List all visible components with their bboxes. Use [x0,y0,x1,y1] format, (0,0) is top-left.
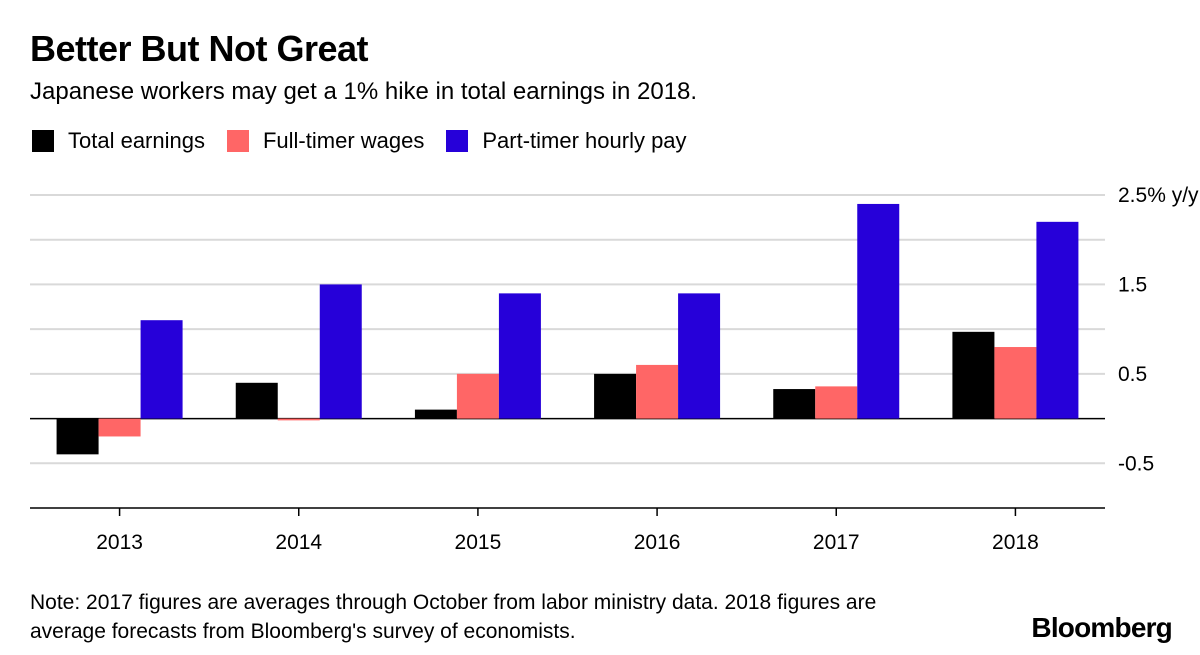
legend-label-total-earnings: Total earnings [68,128,205,153]
bar-full-timer-wages-2018 [994,347,1037,419]
bar-part-timer-hourly-pay-2017 [857,203,900,419]
y-tick-label: 1.5 [1118,273,1147,296]
bar-full-timer-wages-2013 [98,418,141,437]
footnote-line-1: Note: 2017 figures are averages through … [30,591,877,614]
legend-swatch-full-timer-wages [226,130,249,152]
x-tick-label: 2016 [634,531,681,554]
legend-item-full-timer-wages: Full-timer wages [226,128,425,154]
legend-label-full-timer-wages: Full-timer wages [262,128,425,153]
legend-item-total-earnings: Total earnings [32,128,205,154]
bar-total-earnings-2013 [56,418,99,455]
bar-full-timer-wages-2014 [277,418,320,421]
legend-label-part-timer-hourly-pay: Part-timer hourly pay [482,128,687,153]
bar-part-timer-hourly-pay-2016 [678,293,721,419]
chart-title: Better But Not Great [30,28,369,69]
footnote: Note: 2017 figures are averages through … [30,588,1010,646]
bloomberg-logo: Bloomberg [1031,612,1172,643]
bar-total-earnings-2017 [773,389,816,419]
legend-item-part-timer-hourly-pay: Part-timer hourly pay [446,128,687,154]
bar-total-earnings-2015 [414,409,457,419]
legend: Total earnings Full-timer wages Part-tim… [32,128,709,154]
x-tick-label: 2018 [992,531,1039,554]
x-tick-label: 2013 [96,531,143,554]
bar-full-timer-wages-2015 [456,373,499,419]
legend-swatch-part-timer-hourly-pay [446,130,469,152]
bar-total-earnings-2016 [594,373,637,419]
bar-full-timer-wages-2016 [636,364,679,419]
x-tick-label: 2015 [455,531,502,554]
bar-total-earnings-2014 [235,382,278,419]
bar-total-earnings-2018 [952,331,995,419]
bar-part-timer-hourly-pay-2018 [1036,221,1079,419]
y-tick-label: -0.5 [1118,452,1154,475]
footnote-line-2: average forecasts from Bloomberg's surve… [30,620,576,643]
bar-part-timer-hourly-pay-2013 [140,320,183,419]
bar-part-timer-hourly-pay-2014 [319,284,362,419]
x-tick-label: 2017 [813,531,860,554]
bar-full-timer-wages-2017 [815,386,858,419]
x-tick-label: 2014 [275,531,322,554]
bar-part-timer-hourly-pay-2015 [498,293,541,419]
legend-swatch-total-earnings [32,130,54,152]
y-tick-label: 0.5 [1118,363,1147,386]
chart-subtitle: Japanese workers may get a 1% hike in to… [30,78,698,105]
y-tick-label: 2.5% y/y [1118,184,1199,207]
